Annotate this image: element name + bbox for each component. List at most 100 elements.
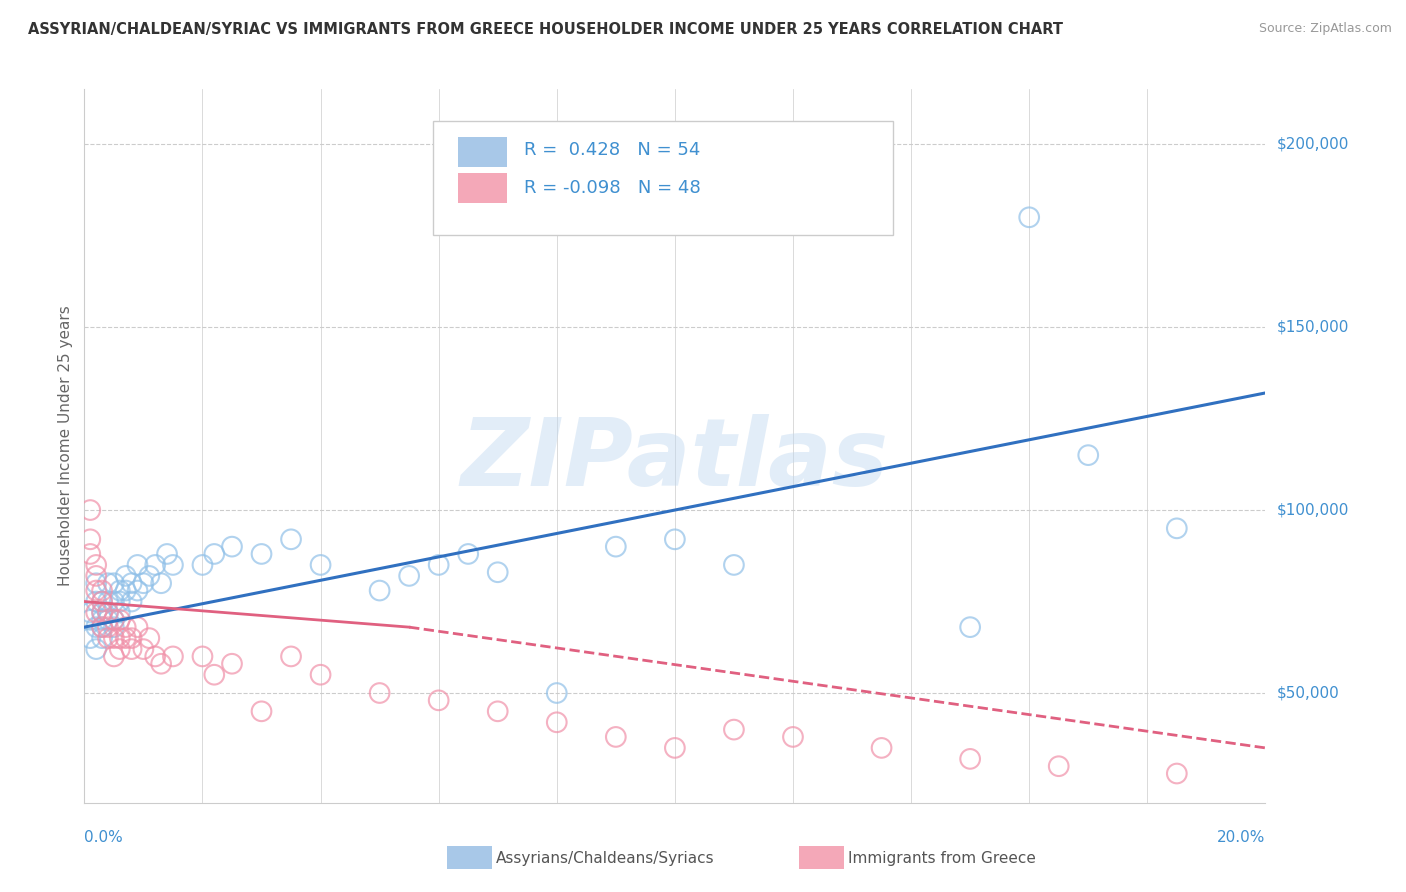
Point (280, 533, 302, 547)
Point (91, 613, 114, 627)
Point (368, 583, 391, 598)
Point (132, 576, 155, 591)
Point (486, 704, 509, 718)
Text: $100,000: $100,000 (1277, 502, 1348, 517)
Point (79, 503, 101, 517)
Point (368, 686, 391, 700)
Point (91, 620, 114, 634)
Point (546, 715, 568, 730)
Point (84, 606, 107, 620)
Point (108, 642, 131, 657)
Point (959, 620, 981, 634)
Point (156, 547, 179, 561)
Point (79, 631, 101, 645)
Point (91, 606, 114, 620)
Point (114, 583, 136, 598)
Point (91, 606, 114, 620)
Point (103, 576, 125, 591)
Point (114, 631, 136, 645)
Point (97, 576, 120, 591)
Point (191, 649, 214, 664)
Point (84, 594, 107, 608)
Point (280, 649, 302, 664)
Text: ASSYRIAN/CHALDEAN/SYRIAC VS IMMIGRANTS FROM GREECE HOUSEHOLDER INCOME UNDER 25 Y: ASSYRIAN/CHALDEAN/SYRIAC VS IMMIGRANTS F… (28, 22, 1063, 37)
Point (1047, 759, 1070, 773)
Point (121, 642, 143, 657)
Point (97, 620, 120, 634)
Point (103, 613, 125, 627)
Point (250, 704, 273, 718)
Point (1077, 448, 1099, 462)
Point (91, 583, 114, 598)
Point (114, 569, 136, 583)
Point (427, 693, 450, 707)
Text: Assyrians/Chaldeans/Syriacs: Assyrians/Chaldeans/Syriacs (496, 851, 714, 865)
Text: ZIPatlas: ZIPatlas (461, 414, 889, 507)
FancyBboxPatch shape (457, 173, 508, 203)
Point (103, 620, 125, 634)
Text: R = -0.098   N = 48: R = -0.098 N = 48 (523, 178, 700, 196)
Point (309, 558, 332, 572)
Point (150, 657, 173, 671)
Point (398, 569, 420, 583)
Point (103, 649, 125, 664)
Point (1166, 766, 1188, 780)
Text: $200,000: $200,000 (1277, 136, 1348, 152)
Point (91, 594, 114, 608)
Point (97, 594, 120, 608)
FancyBboxPatch shape (457, 137, 508, 167)
Point (97, 631, 120, 645)
Point (605, 730, 627, 744)
Point (782, 730, 804, 744)
Point (79, 547, 101, 561)
Point (1018, 211, 1040, 225)
Point (108, 583, 131, 598)
Text: 0.0%: 0.0% (84, 830, 124, 845)
Point (91, 631, 114, 645)
Point (84, 558, 107, 572)
Point (79, 533, 101, 547)
Point (959, 752, 981, 766)
Point (108, 594, 131, 608)
Point (103, 594, 125, 608)
Point (191, 558, 214, 572)
Point (162, 558, 184, 572)
Y-axis label: Householder Income Under 25 years: Householder Income Under 25 years (58, 306, 73, 586)
Point (664, 740, 686, 755)
Point (723, 558, 745, 572)
Point (250, 547, 273, 561)
Point (79, 606, 101, 620)
Point (664, 533, 686, 547)
Point (84, 583, 107, 598)
Point (121, 594, 143, 608)
Text: $150,000: $150,000 (1277, 319, 1348, 334)
Point (723, 723, 745, 737)
Point (870, 740, 893, 755)
Point (546, 686, 568, 700)
Point (138, 569, 160, 583)
Point (121, 631, 143, 645)
Text: R =  0.428   N = 54: R = 0.428 N = 54 (523, 141, 700, 159)
Point (108, 631, 131, 645)
Point (97, 613, 120, 627)
Point (84, 620, 107, 634)
Point (121, 576, 143, 591)
Point (132, 642, 155, 657)
Text: $50,000: $50,000 (1277, 686, 1340, 700)
Point (202, 667, 225, 681)
Point (309, 667, 332, 681)
Point (79, 613, 101, 627)
Point (103, 613, 125, 627)
Point (114, 620, 136, 634)
Point (162, 649, 184, 664)
Text: 20.0%: 20.0% (1218, 830, 1265, 845)
Point (108, 606, 131, 620)
Point (427, 558, 450, 572)
Point (486, 566, 509, 580)
Text: Source: ZipAtlas.com: Source: ZipAtlas.com (1258, 22, 1392, 36)
Point (84, 576, 107, 591)
Point (127, 558, 149, 572)
Point (221, 657, 243, 671)
Point (143, 649, 166, 664)
Point (150, 576, 173, 591)
